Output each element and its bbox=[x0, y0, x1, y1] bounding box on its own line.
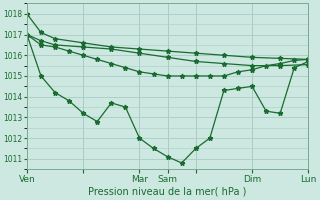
X-axis label: Pression niveau de la mer( hPa ): Pression niveau de la mer( hPa ) bbox=[88, 187, 247, 197]
